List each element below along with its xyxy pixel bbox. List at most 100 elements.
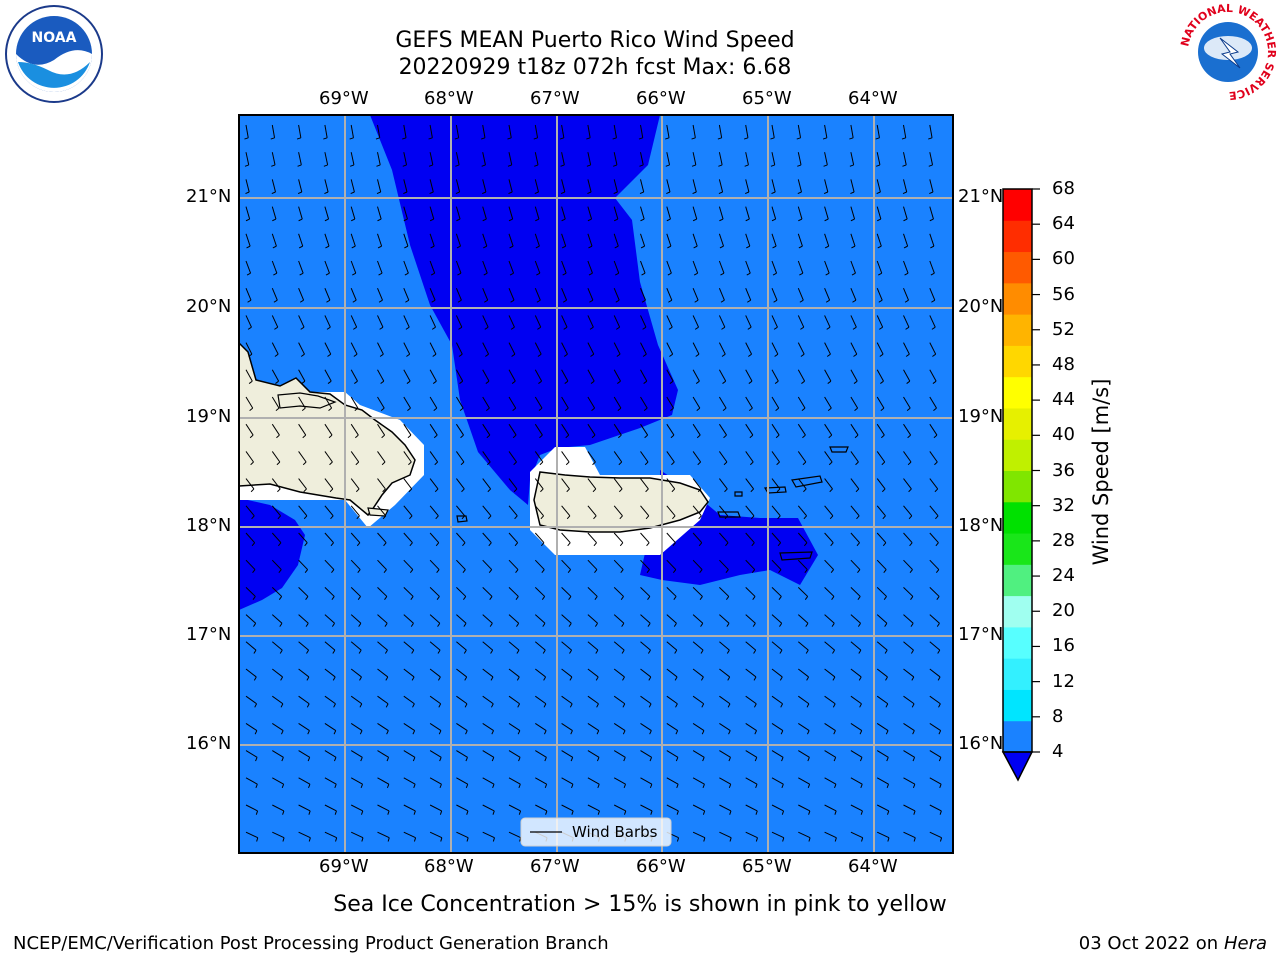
wind-barb-flag [749, 407, 753, 412]
wind-barb-flag [691, 137, 696, 140]
wind-barb [824, 288, 831, 301]
lon-label-top: 68°W [424, 88, 474, 109]
wind-barb [271, 342, 279, 355]
wind-barb-flag [465, 757, 468, 762]
wind-barb [350, 505, 360, 517]
wind-barb [272, 695, 284, 705]
wind-barb-flag [377, 218, 382, 222]
wind-barb-flag [876, 191, 881, 194]
wind-barb [350, 315, 358, 328]
vieques-island [717, 511, 741, 518]
wind-barb-flag [248, 353, 253, 357]
wind-barb [666, 559, 677, 570]
wind-barb-flag [649, 757, 653, 762]
wind-barb-flag [586, 164, 591, 167]
wind-barb [850, 451, 859, 463]
wind-barb-flag [751, 542, 755, 547]
wind-barb [561, 369, 569, 382]
wind-barb [271, 532, 282, 544]
wind-barb-flag [727, 703, 731, 708]
wind-barb-flag [377, 245, 382, 249]
wind-barb [929, 315, 936, 328]
wind-barb-flag [326, 326, 331, 330]
wind-barb-flag [328, 434, 333, 439]
wind-barb-flag [335, 837, 338, 842]
wind-barb [403, 451, 412, 463]
wind-barb-flag [308, 783, 311, 789]
wind-barb-flag [667, 245, 672, 249]
wind-barb-flag [329, 461, 333, 466]
wind-barb-flag [244, 164, 249, 167]
wind-barb-flag [282, 810, 285, 815]
wind-barb [666, 233, 672, 247]
wind-barb-flag [672, 542, 676, 547]
wind-barb [350, 369, 358, 382]
wind-barb [350, 396, 359, 409]
wind-barb-flag [355, 461, 360, 466]
wind-barb [245, 369, 253, 382]
wind-barb-flag [355, 434, 359, 439]
wind-barb-flag [280, 730, 284, 735]
wind-barb [929, 505, 939, 517]
wind-barb [640, 750, 652, 758]
wind-barb-flag [700, 649, 704, 654]
wind-barb [798, 777, 810, 785]
wind-barb-flag [698, 542, 703, 547]
wind-barb-flag [251, 515, 255, 520]
wind-barb-flag [594, 569, 598, 574]
wind-barb [666, 668, 678, 678]
wind-barb [876, 423, 885, 436]
wind-barb-flag [930, 272, 935, 276]
wind-barb [692, 614, 704, 624]
wind-barb-flag [700, 676, 704, 681]
wind-barb [587, 668, 599, 678]
wind-barb-flag [797, 164, 802, 167]
wind-barb-flag [487, 488, 491, 493]
wind-barb-flag [881, 434, 885, 439]
wind-barb [534, 478, 544, 490]
wind-barb-flag [650, 810, 653, 815]
wind-barb [850, 369, 858, 382]
wind-barb [850, 559, 861, 570]
wind-barb-flag [323, 164, 328, 167]
wind-barb [534, 369, 543, 382]
wind-barb [534, 559, 545, 570]
wind-barb-flag [540, 542, 545, 547]
wind-barb-flag [672, 515, 676, 520]
wind-barb-flag [796, 137, 801, 140]
wind-barb-flag [248, 380, 253, 384]
wind-barb-flag [798, 218, 803, 222]
wind-barb [797, 206, 803, 220]
wind-barb [613, 641, 625, 651]
wind-barb-flag [693, 272, 698, 276]
wind-barb-flag [639, 164, 644, 167]
wind-barb [561, 804, 574, 812]
wind-barb [745, 124, 749, 138]
wind-barb [771, 233, 777, 247]
wind-barb-flag [380, 407, 385, 412]
wind-barb-flag [542, 649, 546, 654]
wind-barb-flag [857, 596, 861, 600]
wind-barb [771, 206, 777, 220]
wind-barb [666, 750, 679, 758]
wind-barb [771, 396, 780, 409]
wind-barb [324, 777, 337, 785]
lon-label-bottom: 68°W [424, 856, 474, 877]
mona-island [456, 515, 468, 523]
wind-barb-flag [698, 515, 702, 520]
wind-barb [350, 423, 359, 436]
wind-barb-flag [887, 810, 890, 815]
wind-barb-flag [860, 810, 863, 815]
wind-barb [271, 152, 276, 166]
wind-barb [587, 124, 591, 138]
wind-barb-flag [937, 676, 941, 681]
wind-barb-flag [250, 461, 254, 466]
wind-barb-flag [928, 137, 933, 140]
wind-barb-flag [489, 623, 493, 627]
wind-barb-flag [302, 461, 307, 466]
wind-barb-flag [666, 218, 671, 222]
wind-barb-flag [649, 783, 653, 789]
wind-barb [797, 451, 807, 463]
wind-barb-flag [701, 730, 705, 735]
wind-barb-flag [411, 676, 415, 681]
